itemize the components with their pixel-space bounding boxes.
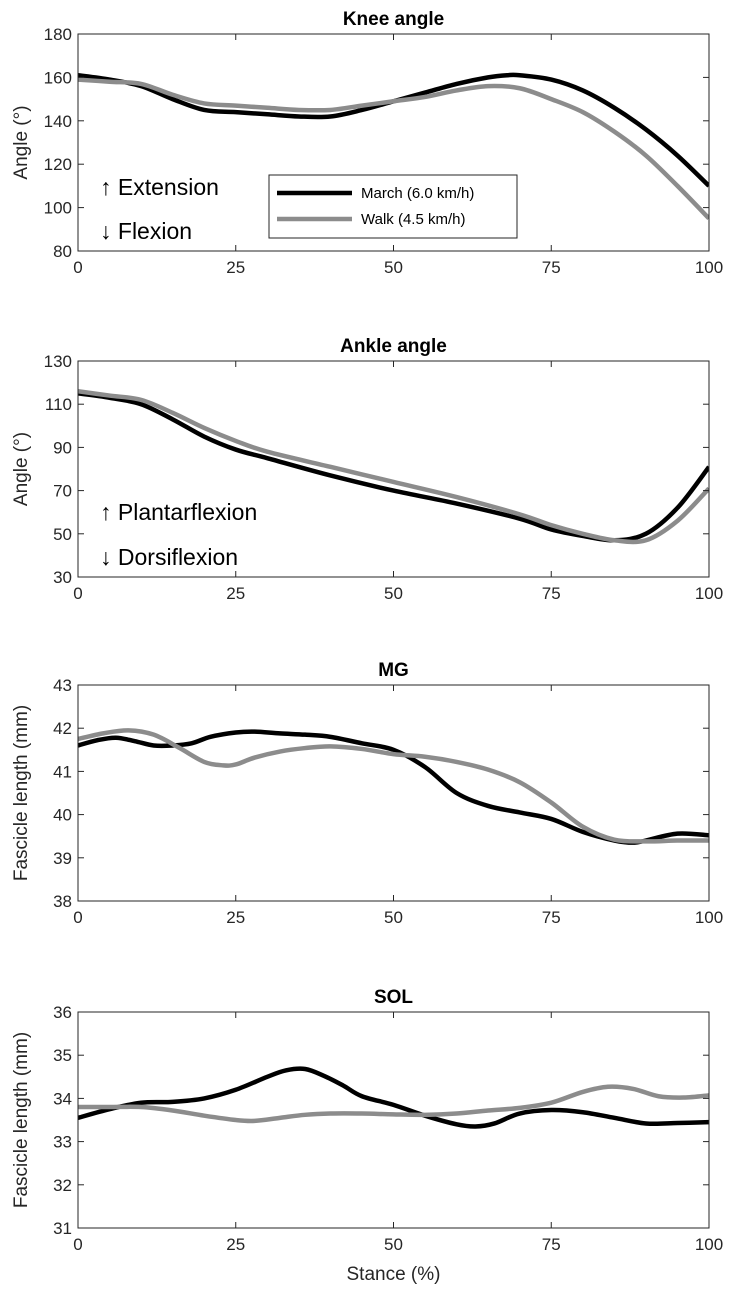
y-tick-label: 38 [53, 892, 72, 911]
x-tick-label: 25 [226, 908, 245, 927]
y-tick-label: 120 [44, 155, 72, 174]
series-line-march [78, 72, 709, 188]
panel-2: 0 25 50 75 100 30 50 70 90 110 130 Ankle angle Angle… [11, 336, 723, 603]
panel-1: 0 25 50 75 100 80 100 120 140 160 180 Knee angle Ang… [11, 9, 723, 277]
y-tick-label: 42 [53, 719, 72, 738]
x-tick-label: 100 [695, 584, 723, 603]
y-tick-label: 40 [53, 806, 72, 825]
y-tick-label: 50 [53, 525, 72, 544]
chart-title: Knee angle [343, 9, 444, 30]
y-tick-label: 30 [53, 568, 72, 587]
panel-3: 0 25 50 75 100 38 39 40 41 42 43 MG Fascicle length … [11, 660, 723, 927]
annotation-text: ↑ Extension [100, 174, 219, 200]
x-tick-label: 50 [384, 908, 403, 927]
series-line-walk [78, 728, 709, 844]
series-line-walk [78, 1084, 709, 1124]
x-tick-label: 25 [226, 584, 245, 603]
y-tick-label: 31 [53, 1219, 72, 1238]
x-axis-label: Stance (%) [347, 1264, 441, 1285]
y-tick-label: 70 [53, 482, 72, 501]
x-tick-label: 0 [73, 908, 82, 927]
series-line-march [78, 729, 709, 845]
annotation-text: ↑ Plantarflexion [100, 499, 257, 525]
y-axis-label: Fascicle length (mm) [11, 1032, 32, 1208]
y-tick-label: 43 [53, 676, 72, 695]
x-tick-label: 0 [73, 1235, 82, 1254]
series-line-march [78, 1066, 709, 1129]
x-tick-label: 100 [695, 258, 723, 277]
x-tick-label: 75 [542, 584, 561, 603]
annotation-text: ↓ Flexion [100, 218, 192, 244]
legend-label: March (6.0 km/h) [361, 185, 474, 202]
x-tick-label: 0 [73, 258, 82, 277]
legend-label: Walk (4.5 km/h) [361, 211, 465, 228]
x-tick-label: 75 [542, 908, 561, 927]
x-tick-label: 25 [226, 258, 245, 277]
plot-frame [77, 684, 710, 902]
x-tick-label: 75 [542, 1235, 561, 1254]
legend: March (6.0 km/h) Walk (4.5 km/h) [268, 174, 518, 239]
y-tick-label: 33 [53, 1133, 72, 1152]
y-tick-label: 39 [53, 849, 72, 868]
y-tick-label: 100 [44, 199, 72, 218]
y-tick-label: 35 [53, 1046, 72, 1065]
x-tick-label: 25 [226, 1235, 245, 1254]
y-tick-label: 90 [53, 438, 72, 457]
y-tick-label: 140 [44, 112, 72, 131]
y-tick-label: 160 [44, 68, 72, 87]
legend-box [268, 174, 518, 239]
y-axis-label: Angle (°) [11, 432, 32, 506]
y-tick-label: 110 [45, 395, 72, 414]
series-line-walk [78, 389, 709, 545]
y-tick-label: 80 [53, 242, 72, 261]
x-tick-label: 75 [542, 258, 561, 277]
y-tick-label: 130 [44, 352, 72, 371]
annotation-text: ↓ Dorsiflexion [100, 544, 238, 570]
y-tick-label: 180 [44, 25, 72, 44]
panel-4: 0 25 50 75 100 31 32 33 34 35 36 SOL Fascicle length… [11, 987, 723, 1285]
x-tick-label: 50 [384, 1235, 403, 1254]
y-axis-label: Fascicle length (mm) [11, 705, 32, 881]
x-tick-label: 100 [695, 1235, 723, 1254]
series-line-walk [78, 77, 709, 221]
y-tick-label: 36 [53, 1003, 72, 1022]
chart-title: Ankle angle [340, 336, 447, 357]
x-tick-label: 50 [384, 584, 403, 603]
x-tick-label: 50 [384, 258, 403, 277]
chart-title: MG [378, 660, 409, 681]
x-tick-label: 0 [73, 584, 82, 603]
y-axis-label: Angle (°) [11, 105, 32, 179]
chart-title: SOL [374, 987, 413, 1008]
y-tick-label: 32 [53, 1176, 72, 1195]
y-tick-label: 41 [53, 762, 72, 781]
y-tick-label: 34 [53, 1089, 72, 1108]
x-tick-label: 100 [695, 908, 723, 927]
